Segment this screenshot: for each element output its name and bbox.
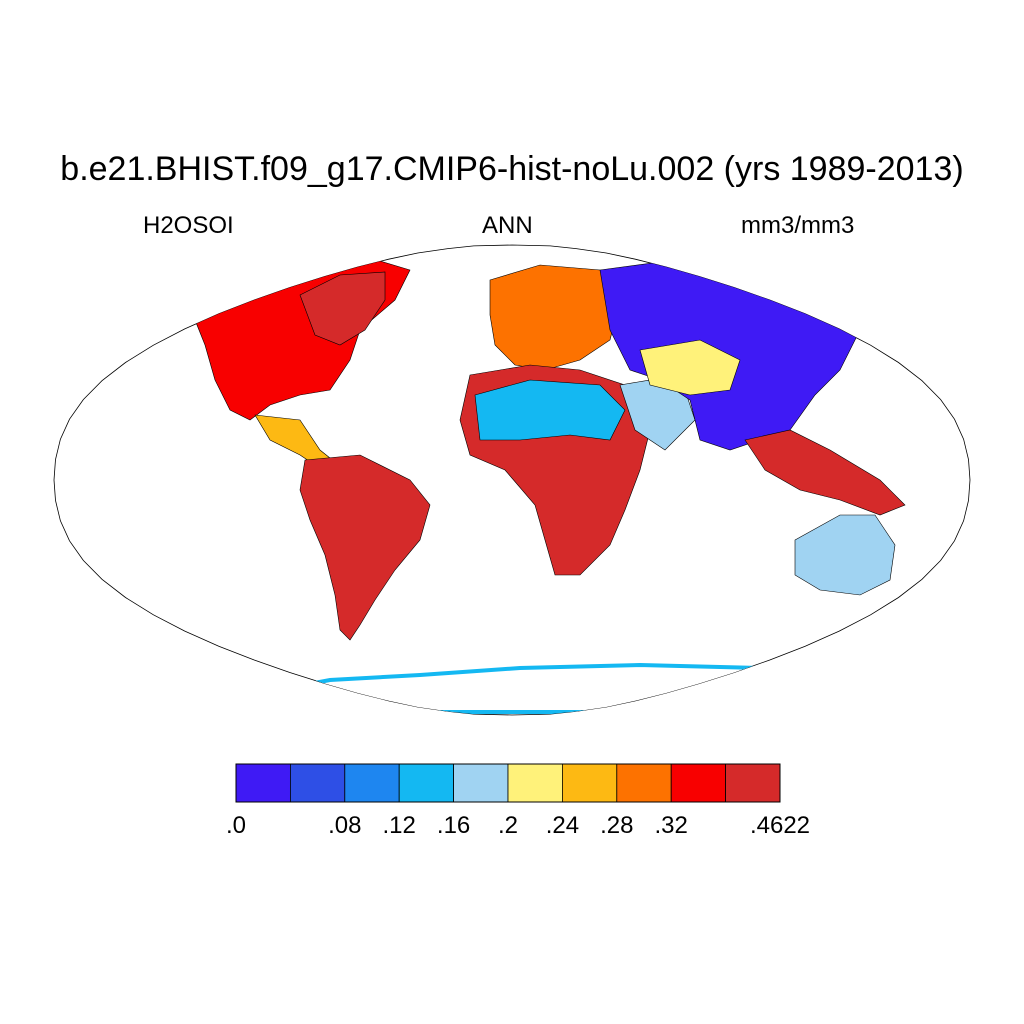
colorbar-tick-label: .12 <box>382 812 416 839</box>
colorbar-tick-label: .0 <box>225 812 247 839</box>
colorbar-cell <box>344 763 400 803</box>
region-central-asia <box>639 339 741 396</box>
season-label: ANN <box>482 212 533 239</box>
colorbar-cell <box>235 763 291 803</box>
colorbar-cell <box>453 763 509 803</box>
colorbar-tick-label: .16 <box>436 812 471 839</box>
colorbar-cell <box>398 763 455 803</box>
variable-label: H2OSOI <box>143 212 234 239</box>
colorbar-cell <box>507 763 563 803</box>
colorbar-tick-label: .4622 <box>749 812 811 839</box>
colorbar-tick-label: .32 <box>654 812 688 839</box>
colorbar-cell <box>562 763 618 803</box>
colorbar-cell <box>725 763 781 803</box>
continent-south-america <box>299 454 431 641</box>
landmass-greenland <box>299 271 386 346</box>
region-sahara <box>474 379 626 441</box>
region-southeast-asia <box>744 429 906 516</box>
continent-australia <box>794 514 896 596</box>
colorbar-cell <box>670 763 727 803</box>
colorbar-cell <box>616 763 672 803</box>
colorbar-tick-label: .08 <box>328 812 362 839</box>
colorbar-tick-label: .2 <box>497 812 519 839</box>
plot-title: b.e21.BHIST.f09_g17.CMIP6-hist-noLu.002 … <box>60 150 964 188</box>
colorbar-tick-label: .28 <box>600 812 634 839</box>
units-label: mm3/mm3 <box>741 212 855 239</box>
colorbar-tick-label: .24 <box>545 812 580 839</box>
continent-europe <box>489 264 621 371</box>
colorbar-cell <box>289 763 346 803</box>
